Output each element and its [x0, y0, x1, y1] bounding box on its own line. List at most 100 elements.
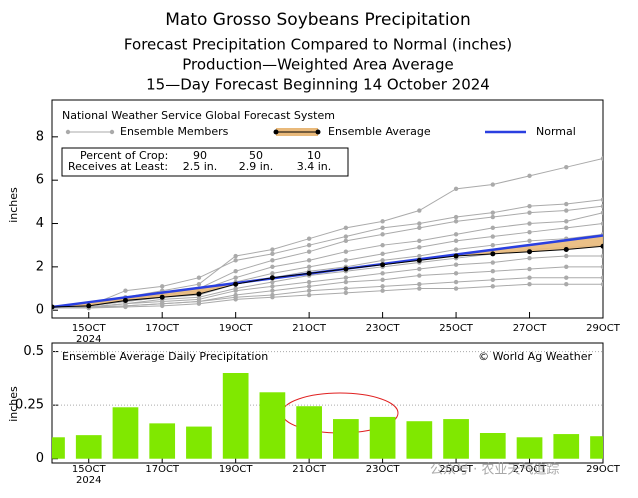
member-point [527, 173, 532, 179]
member-point [564, 253, 569, 259]
legend-swatch [65, 129, 71, 135]
member-point [380, 271, 385, 276]
plot-frame [51, 99, 604, 319]
average-point [343, 266, 349, 272]
average-point [527, 249, 533, 255]
bar [186, 426, 212, 459]
x-tick-label: 17OCT [145, 323, 180, 334]
bar [75, 435, 102, 459]
member-point [527, 221, 532, 226]
member-point [527, 210, 532, 215]
member-line [52, 255, 603, 309]
member-line [52, 233, 603, 309]
member-point [233, 297, 238, 302]
member-point [380, 232, 385, 237]
watermark: 公众号 · 农业天气追踪 [430, 462, 559, 478]
member-point [453, 247, 459, 252]
member-point [270, 258, 275, 263]
member-point [453, 219, 459, 224]
member-point [564, 264, 569, 270]
member-point [490, 210, 495, 215]
member-point [417, 238, 422, 244]
member-point [490, 225, 495, 231]
member-point [600, 253, 603, 259]
member-point [343, 286, 349, 291]
x-tick-label: 23OCT [366, 464, 401, 475]
member-point [453, 262, 459, 267]
bar [333, 419, 359, 459]
member-point [380, 277, 385, 283]
member-point [600, 275, 603, 280]
bar [369, 416, 396, 459]
member-point [490, 182, 495, 187]
member-point [306, 249, 312, 254]
x-tick-label: 23OCT [366, 323, 401, 334]
y-axis-label: inches [7, 386, 20, 422]
member-line [52, 277, 603, 309]
member-point [270, 279, 275, 285]
member-point [270, 294, 275, 300]
average-point [600, 243, 603, 249]
member-point [600, 281, 603, 287]
member-point [564, 208, 569, 213]
member-point [417, 266, 422, 272]
bar [479, 433, 506, 459]
average-point [52, 304, 55, 310]
x-tick-label: 17OCT [145, 464, 180, 475]
member-point [490, 284, 495, 289]
x-tick-label: 25OCT [439, 323, 474, 334]
panel-title: Ensemble Average Daily Precipitation [62, 350, 268, 363]
x-tick-label: 21OCT [292, 464, 327, 475]
member-point [343, 290, 349, 296]
bar [296, 406, 322, 459]
member-point [527, 281, 532, 287]
bar [553, 434, 580, 459]
bar [443, 419, 469, 459]
member-point [490, 242, 495, 248]
chart-title: Mato Grosso Soybeans Precipitation [165, 10, 470, 30]
bar [149, 423, 176, 459]
member-point [417, 273, 422, 278]
y-tick-label: 2 [36, 259, 44, 274]
member-point [490, 214, 495, 220]
member-point [270, 288, 275, 293]
member-point [196, 301, 202, 306]
member-point [123, 304, 128, 310]
member-point [453, 279, 459, 285]
y-tick-label: 6 [36, 173, 44, 188]
member-point [600, 203, 603, 209]
average-point [122, 297, 128, 303]
y-axis-label: inches [7, 187, 20, 223]
member-point [380, 219, 385, 224]
table-cell: 2.9 in. [239, 160, 274, 173]
table-cell: Percent of Crop: [80, 149, 168, 162]
member-point [527, 275, 532, 280]
member-point [306, 284, 312, 289]
x-tick-label: 27OCT [513, 464, 548, 475]
member-point [343, 258, 349, 263]
bars [52, 373, 603, 459]
legend-swatch [315, 129, 321, 135]
member-point [270, 284, 275, 289]
table-cell: 50 [249, 149, 263, 162]
member-point [233, 258, 238, 263]
table-cell: 2.5 in. [183, 160, 218, 173]
average-point [490, 251, 496, 257]
member-point [233, 275, 238, 280]
average-point [416, 257, 422, 263]
legend-label: Ensemble Average [328, 125, 431, 138]
member-point [343, 279, 349, 285]
bar [112, 407, 139, 459]
member-point [306, 292, 312, 298]
member-point [343, 275, 349, 280]
average-point [453, 253, 459, 259]
average-point [86, 303, 92, 309]
subtitle: Production—Weighted Area Average [182, 56, 453, 74]
member-point [417, 208, 422, 213]
member-point [380, 258, 385, 263]
member-point [600, 156, 603, 161]
subtitle: Forecast Precipitation Compared to Norma… [124, 36, 512, 54]
member-point [490, 268, 495, 274]
member-point [527, 266, 532, 272]
legend-label: Normal [536, 125, 576, 138]
